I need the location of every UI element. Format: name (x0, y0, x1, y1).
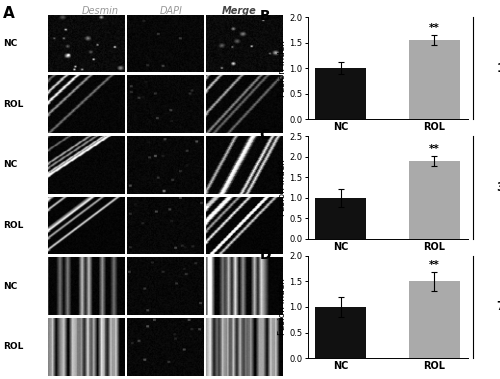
Text: **: ** (429, 144, 440, 154)
Y-axis label: Fusion index: Fusion index (278, 40, 286, 97)
Bar (315, 198, 366, 239)
Text: 1D: 1D (496, 62, 500, 75)
Bar (408, 40, 460, 119)
Text: NC: NC (3, 160, 17, 169)
Bar (408, 281, 460, 358)
Text: C: C (260, 128, 270, 142)
Text: A: A (3, 6, 14, 21)
Bar (315, 68, 366, 119)
Text: D: D (260, 247, 271, 262)
Text: B: B (260, 9, 270, 23)
Text: Desmin: Desmin (81, 6, 118, 16)
Text: **: ** (429, 260, 440, 270)
Text: ROL: ROL (3, 100, 23, 109)
Text: NC: NC (3, 39, 17, 48)
Text: NC: NC (3, 282, 17, 291)
Text: 7D: 7D (496, 301, 500, 313)
Text: DAPI: DAPI (160, 6, 182, 16)
Bar (408, 161, 460, 239)
Text: **: ** (429, 23, 440, 33)
Y-axis label: Fusion index: Fusion index (278, 279, 286, 335)
Text: Merge: Merge (222, 6, 257, 16)
Bar (315, 307, 366, 358)
Text: ROL: ROL (3, 221, 23, 230)
Text: 3D: 3D (496, 181, 500, 194)
Y-axis label: Fusion index: Fusion index (278, 159, 286, 216)
Text: ROL: ROL (3, 342, 23, 351)
